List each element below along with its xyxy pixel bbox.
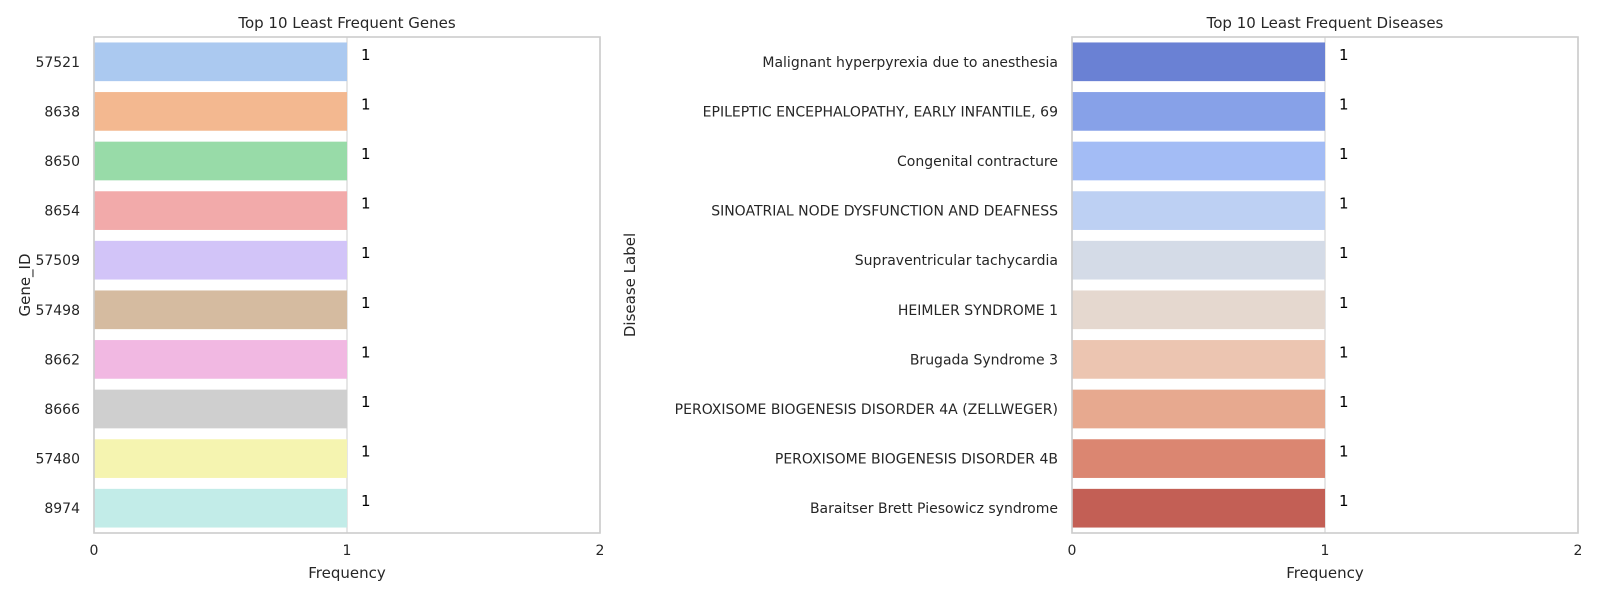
genes-bar [94, 389, 347, 429]
diseases-category-label: HEIMLER SYNDROME 1 [898, 303, 1058, 319]
genes-category-label: 8974 [44, 501, 80, 517]
genes-bar-value-label: 1 [361, 46, 371, 64]
genes-bar [94, 141, 347, 181]
diseases-x-tick-label: 0 [1068, 543, 1077, 559]
diseases-bar-value-label: 1 [1339, 294, 1349, 312]
genes-bar-value-label: 1 [361, 145, 371, 163]
diseases-category-label: Baraitser Brett Piesowicz syndrome [810, 501, 1058, 517]
diseases-category-label: PEROXISOME BIOGENESIS DISORDER 4A (ZELLW… [675, 402, 1058, 418]
genes-category-label: 8638 [44, 104, 80, 120]
diseases-bar [1072, 488, 1325, 528]
genes-category-label: 8654 [44, 204, 80, 220]
diseases-x-tick-label: 1 [1321, 543, 1330, 559]
genes-bar [94, 42, 347, 82]
diseases-bar [1072, 439, 1325, 478]
genes-x-axis-label: Frequency [308, 564, 386, 582]
genes-plot-frame [93, 36, 601, 534]
diseases-bar [1072, 389, 1325, 429]
diseases-bar [1072, 290, 1325, 330]
genes-category-label: 57521 [35, 55, 80, 71]
genes-category-label: 8662 [44, 352, 80, 368]
diseases-category-label: Malignant hyperpyrexia due to anesthesia [762, 55, 1058, 71]
genes-category-label: 57498 [35, 303, 80, 319]
genes-chart: Top 10 Least Frequent Genes 1 57521 1 8638 1 8… [16, 14, 604, 582]
diseases-bar-value-label: 1 [1339, 492, 1349, 510]
genes-bar-value-label: 1 [361, 95, 371, 113]
genes-bar [94, 439, 347, 478]
diseases-category-label: Brugada Syndrome 3 [910, 352, 1058, 368]
diseases-bar [1072, 141, 1325, 181]
genes-chart-title: Top 10 Least Frequent Genes [237, 14, 456, 32]
diseases-bar-value-label: 1 [1339, 443, 1349, 461]
genes-x-tick-label: 0 [90, 543, 99, 559]
genes-category-label: 57509 [35, 253, 80, 269]
diseases-category-label: PEROXISOME BIOGENESIS DISORDER 4B [775, 452, 1058, 468]
genes-category-label: 57480 [35, 452, 80, 468]
diseases-category-label: Congenital contracture [897, 154, 1058, 170]
diseases-category-label: Supraventricular tachycardia [855, 253, 1058, 269]
diseases-bar [1072, 340, 1325, 379]
genes-bar-value-label: 1 [361, 492, 371, 510]
genes-bar [94, 240, 347, 280]
diseases-y-axis-label: Disease Label [621, 233, 639, 337]
diseases-bar-value-label: 1 [1339, 145, 1349, 163]
genes-bar [94, 340, 347, 379]
diseases-category-label: EPILEPTIC ENCEPHALOPATHY, EARLY INFANTIL… [703, 104, 1058, 120]
diseases-x-axis-label: Frequency [1286, 564, 1364, 582]
genes-x-tick-label: 2 [596, 543, 605, 559]
diseases-bar-value-label: 1 [1339, 244, 1349, 262]
genes-bar [94, 488, 347, 528]
diseases-plot-frame [1071, 36, 1579, 534]
diseases-chart-title: Top 10 Least Frequent Diseases [1206, 14, 1444, 32]
genes-bar-value-label: 1 [361, 343, 371, 361]
diseases-bar [1072, 42, 1325, 82]
genes-bar [94, 290, 347, 330]
diseases-bar [1072, 240, 1325, 280]
genes-bar-value-label: 1 [361, 195, 371, 213]
diseases-bar-value-label: 1 [1339, 195, 1349, 213]
diseases-category-label: SINOATRIAL NODE DYSFUNCTION AND DEAFNESS [711, 204, 1058, 220]
diseases-bar-value-label: 1 [1339, 343, 1349, 361]
genes-category-label: 8666 [44, 402, 80, 418]
genes-category-label: 8650 [44, 154, 80, 170]
diseases-bar-value-label: 1 [1339, 46, 1349, 64]
genes-bar-value-label: 1 [361, 294, 371, 312]
diseases-bar [1072, 191, 1325, 230]
diseases-bar-value-label: 1 [1339, 95, 1349, 113]
diseases-bar-value-label: 1 [1339, 393, 1349, 411]
genes-x-tick-label: 1 [343, 543, 352, 559]
genes-bar [94, 191, 347, 230]
genes-bar-value-label: 1 [361, 443, 371, 461]
diseases-bar [1072, 92, 1325, 131]
genes-bar-value-label: 1 [361, 393, 371, 411]
genes-bar [94, 92, 347, 131]
genes-y-axis-label: Gene_ID [16, 253, 35, 316]
diseases-chart: Top 10 Least Frequent Diseases 1 Malignant… [621, 14, 1582, 582]
genes-bar-value-label: 1 [361, 244, 371, 262]
diseases-x-tick-label: 2 [1574, 543, 1583, 559]
